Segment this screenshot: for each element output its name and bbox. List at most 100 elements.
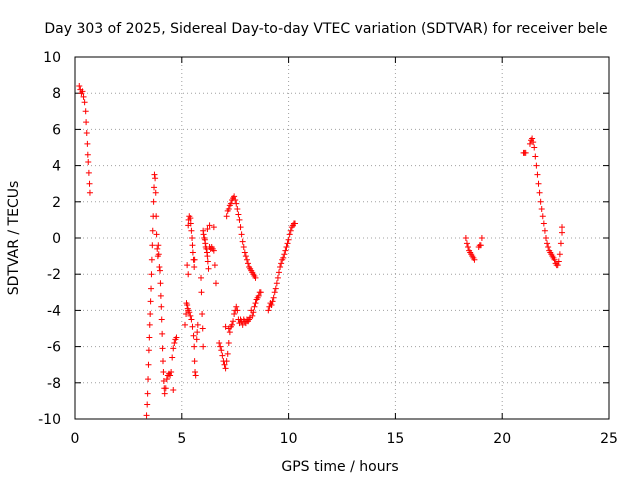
data-point xyxy=(86,180,93,187)
chart-title: Day 303 of 2025, Sidereal Day-to-day VTE… xyxy=(44,21,607,37)
y-tick-label: -8 xyxy=(47,376,61,392)
data-point xyxy=(191,358,198,365)
data-point xyxy=(191,256,198,263)
data-point xyxy=(226,329,233,336)
data-point xyxy=(210,247,217,254)
y-tick-label: -10 xyxy=(38,412,61,428)
data-point xyxy=(551,256,558,263)
data-point xyxy=(221,361,228,368)
data-point xyxy=(169,354,176,361)
data-point xyxy=(170,345,177,352)
data-point xyxy=(210,224,217,231)
data-point xyxy=(189,242,196,249)
data-point xyxy=(147,311,154,318)
data-point xyxy=(237,224,244,231)
x-tick-labels: 0 5 10 15 20 25 xyxy=(71,431,618,447)
data-point xyxy=(252,274,259,281)
data-point xyxy=(163,376,170,383)
data-point xyxy=(225,339,232,346)
data-point xyxy=(199,311,206,318)
y-tick-label: -2 xyxy=(47,267,61,283)
data-point xyxy=(556,251,563,258)
data-point xyxy=(277,263,284,270)
data-point xyxy=(284,240,291,247)
data-point xyxy=(233,303,240,310)
tick-layer xyxy=(74,56,610,420)
data-point xyxy=(152,189,159,196)
data-point xyxy=(155,251,162,258)
data-point xyxy=(168,368,175,375)
data-point xyxy=(80,93,87,100)
data-point xyxy=(200,343,207,350)
data-point xyxy=(531,144,538,151)
data-point xyxy=(153,213,160,220)
data-point xyxy=(161,390,168,397)
data-point xyxy=(191,343,198,350)
data-point xyxy=(555,258,562,265)
data-point xyxy=(241,249,248,256)
data-point xyxy=(217,343,224,350)
data-point xyxy=(233,200,240,207)
data-point xyxy=(144,401,151,408)
y-tick-label: 4 xyxy=(52,159,61,175)
data-point xyxy=(192,368,199,375)
y-tick-label: -4 xyxy=(47,303,61,319)
data-point xyxy=(540,220,547,227)
data-point xyxy=(212,280,219,287)
y-tick-label: 0 xyxy=(52,231,61,247)
data-point xyxy=(148,256,155,263)
data-point xyxy=(145,376,152,383)
data-point xyxy=(463,240,470,247)
data-point xyxy=(151,184,158,191)
data-point xyxy=(187,312,194,319)
data-point xyxy=(477,242,484,249)
data-point xyxy=(189,249,196,256)
data-point xyxy=(152,175,159,182)
data-point xyxy=(200,231,207,238)
data-point xyxy=(199,325,206,332)
data-point xyxy=(533,162,540,169)
data-point xyxy=(271,289,278,296)
data-point xyxy=(243,256,250,263)
data-point xyxy=(282,247,289,254)
data-point xyxy=(147,298,154,305)
data-point xyxy=(145,361,152,368)
data-point xyxy=(189,323,196,330)
data-point xyxy=(251,303,258,310)
data-point xyxy=(522,149,529,156)
x-tick-label: 20 xyxy=(493,431,511,447)
data-point xyxy=(537,198,544,205)
data-point xyxy=(187,215,194,222)
data-point xyxy=(471,256,478,263)
data-point xyxy=(557,240,564,247)
data-point xyxy=(150,198,157,205)
data-point xyxy=(530,139,537,146)
data-point xyxy=(559,224,566,231)
data-point xyxy=(218,347,225,354)
x-axis-label: GPS time / hours xyxy=(281,459,398,475)
data-point xyxy=(225,325,232,332)
data-point xyxy=(223,358,230,365)
data-point xyxy=(194,329,201,336)
x-tick-label: 15 xyxy=(386,431,404,447)
y-tick-label: 10 xyxy=(43,50,61,66)
data-point xyxy=(157,292,164,299)
data-point xyxy=(224,350,231,357)
data-point xyxy=(194,321,201,328)
data-point xyxy=(191,263,198,270)
y-axis-label: SDTVAR / TECUs xyxy=(6,181,22,296)
data-point xyxy=(173,334,180,341)
data-point xyxy=(148,285,155,292)
data-point xyxy=(536,189,543,196)
data-point xyxy=(245,260,252,267)
y-tick-label: 6 xyxy=(52,122,61,138)
data-point xyxy=(155,242,162,249)
data-point xyxy=(79,88,86,95)
data-point xyxy=(228,321,235,328)
data-point xyxy=(170,387,177,394)
data-point xyxy=(184,262,191,269)
data-point xyxy=(526,140,533,147)
data-point xyxy=(192,372,199,379)
data-point xyxy=(236,216,243,223)
